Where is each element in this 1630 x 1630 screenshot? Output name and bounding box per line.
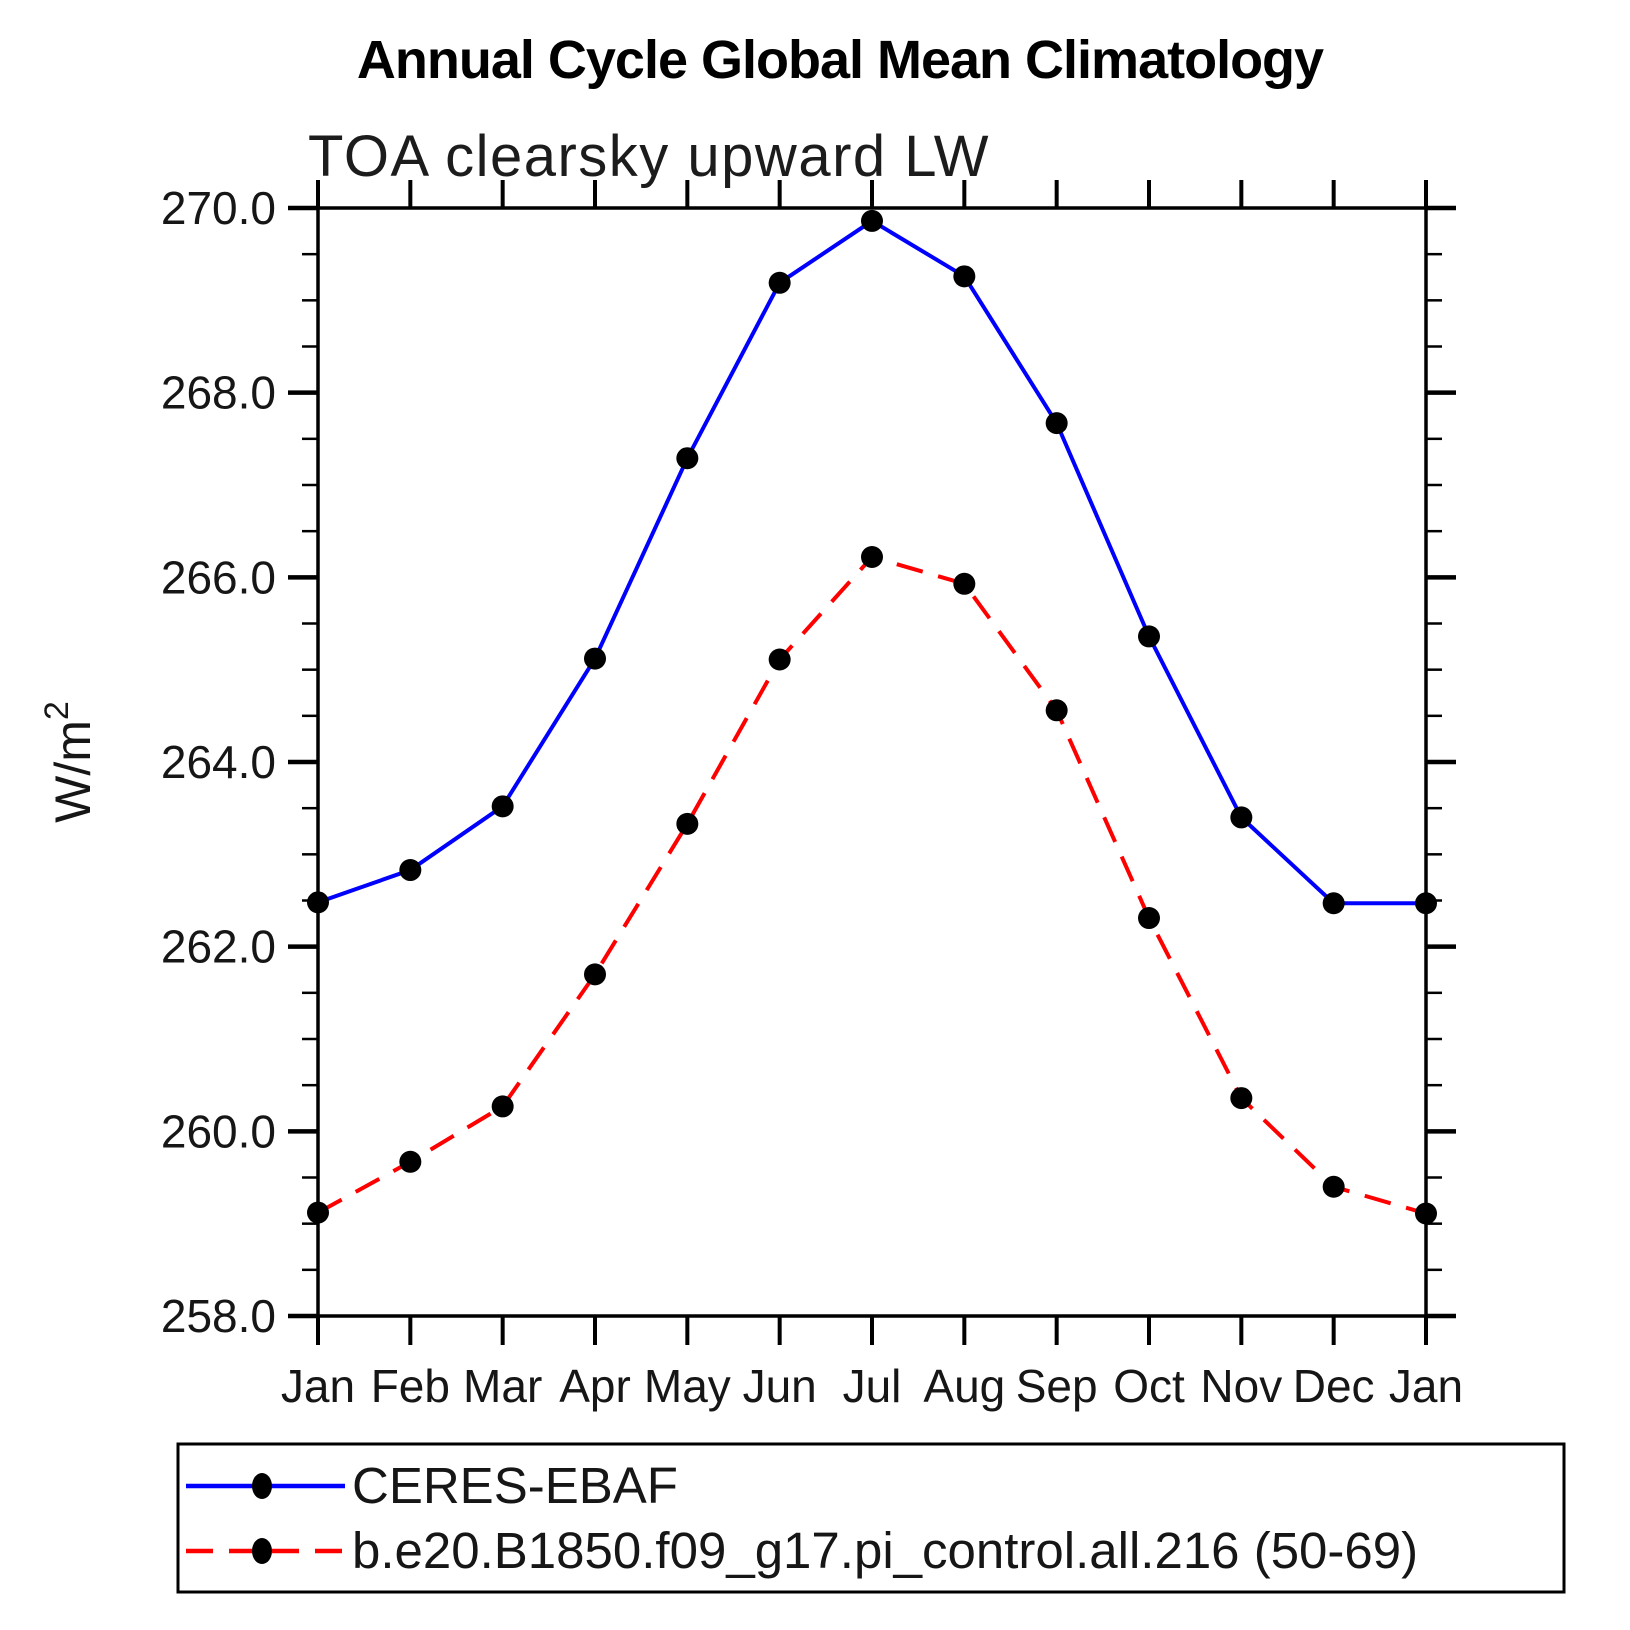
data-point xyxy=(1322,892,1345,915)
data-point xyxy=(861,546,883,569)
y-axis-tick-label: 260.0 xyxy=(161,1105,276,1157)
y-axis-tick-label: 264.0 xyxy=(161,736,276,788)
legend-label: CERES-EBAF xyxy=(352,1457,678,1514)
x-axis-tick-label: Oct xyxy=(1113,1360,1185,1412)
data-point xyxy=(1415,892,1437,915)
data-point xyxy=(1138,625,1160,648)
x-axis-tick-label: Mar xyxy=(463,1360,542,1412)
chart-title: Annual Cycle Global Mean Climatology xyxy=(357,30,1324,90)
y-axis-title-superscript: 2 xyxy=(38,701,76,720)
chart-subtitle: TOA clearsky upward LW xyxy=(308,124,990,189)
data-point xyxy=(1138,907,1160,930)
y-axis-tick-label: 262.0 xyxy=(161,921,276,973)
x-axis-tick-label: Jan xyxy=(1389,1360,1463,1412)
series-line-model xyxy=(317,554,1427,1216)
data-point xyxy=(307,1201,329,1224)
data-point xyxy=(491,795,514,818)
data-point xyxy=(676,812,699,835)
plot-frame xyxy=(316,206,1428,1318)
y-axis-title: W/m2 xyxy=(38,701,101,823)
x-axis-tick-label: Sep xyxy=(1016,1360,1098,1412)
legend-label: b.e20.B1850.f09_g17.pi_control.all.216 (… xyxy=(352,1522,1418,1579)
legend-marker-dot xyxy=(252,1473,272,1499)
data-point xyxy=(491,1095,514,1118)
y-axis-tick-label: 268.0 xyxy=(161,367,276,419)
x-axis-tick-label: Feb xyxy=(371,1360,450,1412)
data-point xyxy=(1230,806,1253,829)
data-point xyxy=(584,647,606,670)
data-point xyxy=(399,859,422,882)
y-axis-tick-label: 270.0 xyxy=(161,182,276,234)
data-point xyxy=(1415,1202,1437,1225)
plot-area: 258.0 260.0 262.0 264.0 266.0 268.0 270.0 Jan Fe… xyxy=(161,180,1463,1412)
y-axis-tick-label: 258.0 xyxy=(161,1290,276,1342)
y-axis-tick-label: 266.0 xyxy=(161,551,276,603)
legend-entry: CERES-EBAF xyxy=(186,1457,678,1514)
x-axis-tick-label: Jun xyxy=(743,1360,817,1412)
x-axis-tick-label: Apr xyxy=(559,1360,631,1412)
data-point xyxy=(953,572,976,595)
data-point xyxy=(1045,412,1068,435)
data-point xyxy=(584,963,606,986)
y-axis-title-base: W/m xyxy=(45,720,101,823)
legend-marker-dot xyxy=(252,1538,272,1564)
data-point xyxy=(1322,1175,1345,1198)
legend-entry: b.e20.B1850.f09_g17.pi_control.all.216 (… xyxy=(186,1522,1418,1579)
legend-box xyxy=(176,1442,1566,1594)
x-axis-tick-label: Dec xyxy=(1293,1360,1375,1412)
data-point xyxy=(399,1150,422,1173)
x-axis-tick-label: Nov xyxy=(1200,1360,1282,1412)
data-point xyxy=(676,447,699,470)
data-point xyxy=(953,265,976,288)
data-point xyxy=(307,891,329,914)
data-point xyxy=(768,648,791,671)
data-point xyxy=(1230,1087,1253,1110)
data-point xyxy=(1045,699,1068,722)
legend: CERES-EBAF b.e20.B1850.f09_g17.pi_control… xyxy=(176,1442,1566,1594)
x-axis-tick-label: Jan xyxy=(281,1360,355,1412)
x-axis-tick-label: Aug xyxy=(923,1360,1005,1412)
x-axis-tick-label: May xyxy=(644,1360,731,1412)
x-axis-tick-label: Jul xyxy=(843,1360,902,1412)
data-point xyxy=(861,209,883,232)
data-point xyxy=(768,271,791,294)
